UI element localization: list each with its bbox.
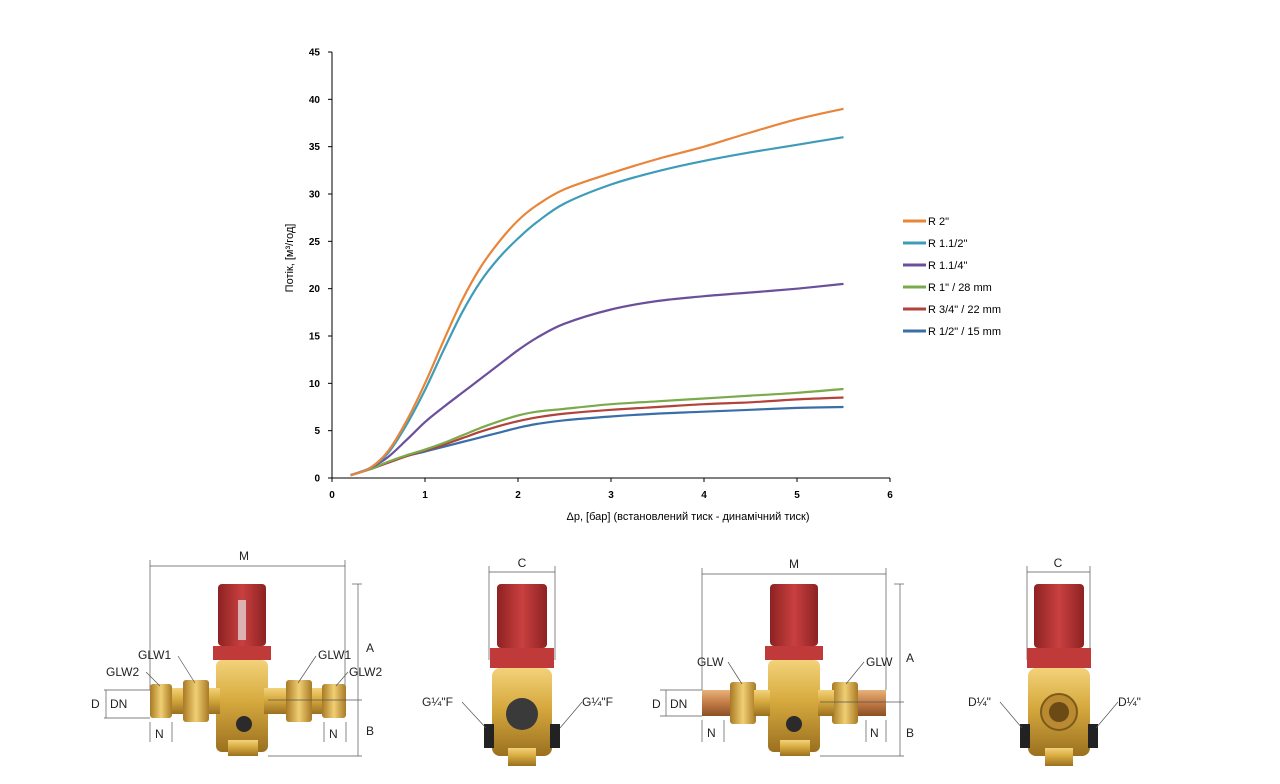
dim-D: D [91,697,100,711]
label-GLW1-left: GLW1 [138,648,171,662]
valve-body [216,660,268,752]
y-axis-label: Потік, [м³/год] [284,224,296,293]
label-GLW-right: GLW [866,655,893,669]
label-GLW-left: GLW [697,655,724,669]
dim-A: A [366,641,374,655]
y-tick-label: 35 [309,142,321,153]
dim-N-right: N [870,726,879,740]
series-lines [350,107,844,477]
x-tick-label: 0 [329,490,335,501]
y-tick-label: 5 [314,426,320,437]
label-port-left: G¼"F [422,695,453,709]
x-tick-label: 4 [701,490,707,501]
legend-label: R 1.1/2" [928,238,967,250]
series-line [350,405,844,477]
dim-DN: DN [110,697,127,711]
dim-D: D [652,697,661,711]
x-tick-label: 1 [422,490,428,501]
legend-label: R 2" [928,216,949,228]
x-ticks: 0 1 2 3 4 5 6 [329,478,893,501]
y-tick-label: 15 [309,332,321,343]
dim-B: B [366,724,374,738]
x-tick-label: 3 [608,490,614,501]
y-tick-label: 20 [309,284,321,295]
label-GLW2-left: GLW2 [106,665,139,679]
y-tick-label: 25 [309,237,321,248]
dim-A: A [906,651,914,665]
x-tick-label: 2 [515,490,521,501]
x-axis-label: Δp, [бар] (встановлений тиск - динамічни… [566,511,809,523]
x-tick-label: 6 [887,490,893,501]
legend-label: R 1.1/4" [928,260,967,272]
dim-M: M [789,557,799,571]
series-line [350,107,844,477]
dim-N-left: N [707,726,716,740]
dim-DN: DN [670,697,687,711]
y-tick-label: 30 [309,190,321,201]
y-tick-label: 45 [309,48,321,59]
dim-C: C [1054,556,1063,570]
dim-B: B [906,726,914,740]
label-GLW2-right: GLW2 [349,665,382,679]
valve-diagram-threaded: M A B GLW GLW D DN N N [652,557,914,757]
valve-diagram-side-g: C G¼"F G¼"F [422,556,613,766]
y-tick-label: 0 [314,474,320,485]
x-tick-label: 5 [794,490,800,501]
valve-diagram-side-d: C D¼" D¼" [968,556,1141,766]
legend: R 2" R 1.1/2" R 1.1/4" R 1" / 28 mm R 3/4" /… [903,216,1001,338]
dim-C: C [518,556,527,570]
dim-N-left: N [155,727,164,741]
y-ticks: 0 5 10 15 20 25 30 35 40 45 [309,48,332,485]
label-port-right: G¼"F [582,695,613,709]
nut-left [183,680,209,722]
nut-right [286,680,312,722]
label-port-right: D¼" [1118,695,1141,709]
legend-label: R 3/4" / 22 mm [928,304,1001,316]
label-port-left: D¼" [968,695,991,709]
valve-diagram-compression: M A B GLW1 GLW1 GLW2 GLW2 D DN [91,549,382,757]
dim-N-right: N [329,727,338,741]
label-GLW1-right: GLW1 [318,648,351,662]
y-tick-label: 10 [309,379,321,390]
series-line [350,282,844,477]
series-line [350,387,844,477]
y-tick-label: 40 [309,95,321,106]
legend-label: R 1" / 28 mm [928,282,992,294]
dim-M: M [239,549,249,563]
legend-label: R 1/2" / 15 mm [928,326,1001,338]
series-line [350,136,844,477]
